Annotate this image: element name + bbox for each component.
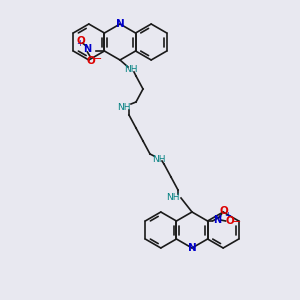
Text: −: −	[232, 217, 241, 227]
Text: O: O	[86, 56, 95, 66]
Text: NH: NH	[152, 155, 166, 164]
Text: NH: NH	[124, 64, 138, 74]
Text: N: N	[188, 243, 196, 253]
Text: +: +	[76, 38, 83, 47]
Text: O: O	[76, 36, 85, 46]
Text: N: N	[116, 19, 124, 29]
Text: NH: NH	[117, 103, 131, 112]
Text: N: N	[83, 44, 92, 54]
Text: N: N	[214, 215, 222, 225]
Text: O: O	[219, 206, 228, 216]
Text: NH: NH	[166, 194, 180, 202]
Text: O: O	[225, 216, 234, 226]
Text: +: +	[224, 211, 231, 220]
Text: −: −	[93, 54, 102, 64]
